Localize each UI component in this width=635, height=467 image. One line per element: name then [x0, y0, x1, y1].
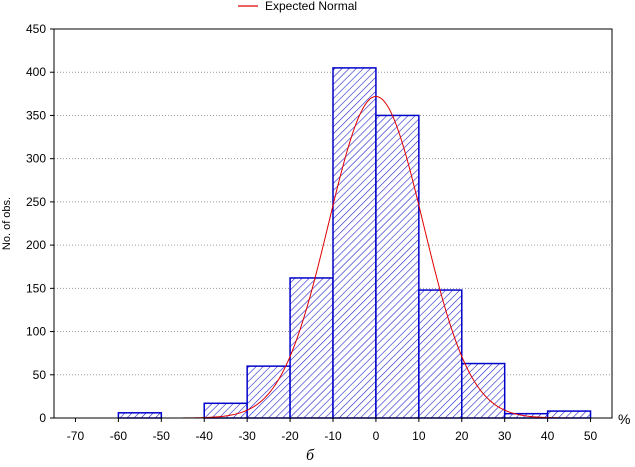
x-tick-label: -50 [153, 429, 171, 443]
y-tick-label: 300 [26, 152, 46, 166]
legend-label: Expected Normal [265, 0, 357, 13]
x-tick-label: -40 [196, 429, 214, 443]
x-tick-label: -10 [324, 429, 342, 443]
x-tick-label: -20 [281, 429, 299, 443]
histogram-bars [117, 67, 592, 419]
y-tick-label: 50 [33, 368, 47, 382]
x-tick-label: 10 [412, 429, 426, 443]
expected-normal-curve [182, 95, 582, 419]
histogram-bar [246, 365, 291, 419]
histogram-bar [289, 277, 334, 419]
histogram-bar [418, 289, 463, 419]
y-tick-label: 350 [26, 108, 46, 122]
figure-caption: б [306, 447, 315, 464]
y-tick-label: 400 [26, 65, 46, 79]
y-axis-ticks: 0 50 100 150 200 250 300 350 400 450 [26, 22, 54, 425]
histogram-bar [461, 362, 506, 419]
y-tick-label: 450 [26, 22, 46, 36]
y-tick-label: 0 [39, 411, 46, 425]
x-tick-label: 20 [455, 429, 469, 443]
histogram-bar [332, 67, 377, 419]
y-axis-label: No. of obs. [1, 197, 13, 250]
y-tick-label: 250 [26, 195, 46, 209]
histogram-bar [375, 114, 420, 419]
x-tick-label: -60 [110, 429, 128, 443]
histogram-bar [117, 412, 163, 419]
x-tick-label: 30 [498, 429, 512, 443]
x-tick-label: 40 [541, 429, 555, 443]
x-tick-label: -30 [238, 429, 256, 443]
x-axis-unit: % [618, 411, 630, 427]
legend: Expected Normal [238, 0, 357, 13]
histogram-bar [546, 410, 592, 419]
y-tick-label: 150 [26, 281, 46, 295]
x-axis-ticks: -70 -60 -50 -40 -30 -20 -10 0 10 20 30 40 50 [67, 418, 598, 443]
x-tick-label: 50 [584, 429, 598, 443]
y-tick-label: 100 [26, 325, 46, 339]
y-tick-label: 200 [26, 238, 46, 252]
x-tick-label: -70 [67, 429, 85, 443]
x-tick-label: 0 [373, 429, 380, 443]
